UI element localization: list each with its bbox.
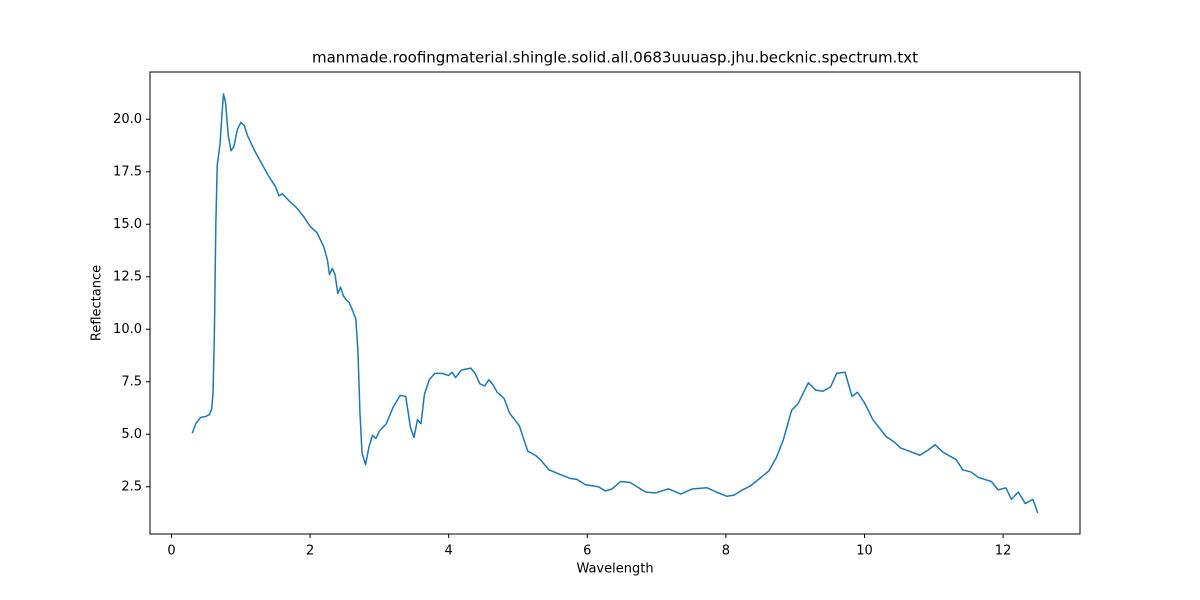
chart-title: manmade.roofingmaterial.shingle.solid.al… <box>312 49 918 67</box>
x-axis-label: Wavelength <box>576 562 653 577</box>
y-tick-label: 2.5 <box>121 479 142 494</box>
y-tick-label: 20.0 <box>113 112 142 127</box>
y-axis-label: Reflectance <box>90 265 105 341</box>
y-tick-label: 15.0 <box>113 217 142 232</box>
y-tick-label: 5.0 <box>121 427 142 442</box>
x-tick-label: 4 <box>445 544 453 559</box>
y-tick-label: 12.5 <box>113 269 142 284</box>
x-tick-label: 0 <box>167 544 175 559</box>
x-tick-label: 8 <box>722 544 730 559</box>
x-tick-label: 12 <box>995 544 1012 559</box>
y-tick-label: 7.5 <box>121 374 142 389</box>
y-tick-label: 17.5 <box>113 164 142 179</box>
x-tick-label: 10 <box>856 544 873 559</box>
x-tick-label: 6 <box>583 544 591 559</box>
data-line <box>191 93 1039 514</box>
y-tick-label: 10.0 <box>113 322 142 337</box>
plot-frame <box>149 71 1081 535</box>
x-tick-label: 2 <box>306 544 314 559</box>
